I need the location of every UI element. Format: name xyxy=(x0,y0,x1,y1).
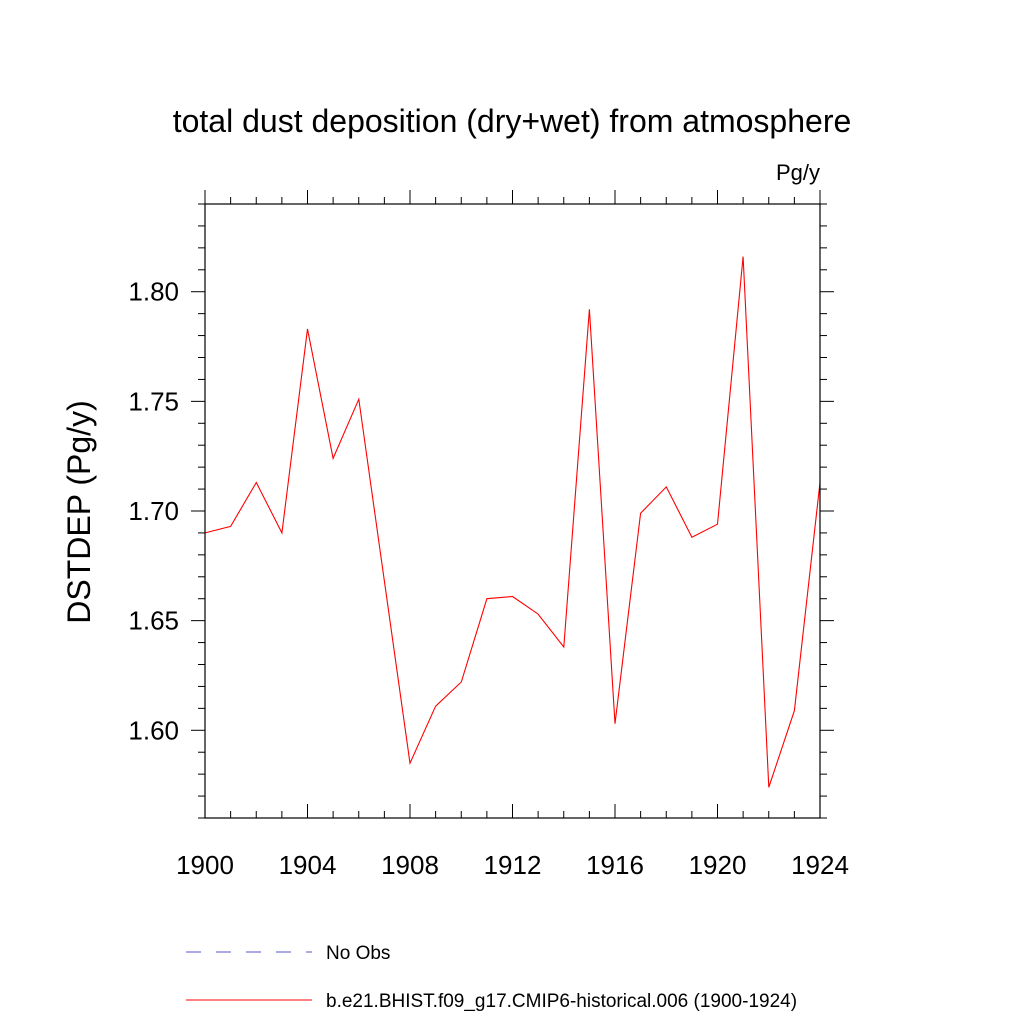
legend-label: No Obs xyxy=(326,943,390,964)
legend-label: b.e21.BHIST.f09_g17.CMIP6-historical.006… xyxy=(326,991,797,1012)
axis-ticks xyxy=(191,190,834,819)
y-tick-label: 1.70 xyxy=(128,496,179,526)
x-tick-label: 1904 xyxy=(279,850,337,880)
x-tick-label: 1920 xyxy=(689,850,747,880)
axis-tick-labels: 1900 1904 1908 1912 1916 1920 1924 1.60 1.65 1.70… xyxy=(128,277,849,880)
x-tick-label: 1900 xyxy=(176,850,234,880)
x-tick-label: 1908 xyxy=(381,850,439,880)
y-tick-label: 1.60 xyxy=(128,715,179,745)
x-tick-label: 1912 xyxy=(484,850,542,880)
y-axis-label: DSTDEP (Pg/y) xyxy=(61,400,97,623)
legend: No Obs b.e21.BHIST.f09_g17.CMIP6-historic… xyxy=(186,943,797,1012)
series-layer xyxy=(204,256,821,788)
y-tick-label: 1.65 xyxy=(128,606,179,636)
y-tick-label: 1.75 xyxy=(128,386,179,416)
x-tick-label: 1924 xyxy=(791,850,849,880)
chart-title: total dust deposition (dry+wet) from atm… xyxy=(173,103,852,139)
x-tick-label: 1916 xyxy=(586,850,644,880)
plot-frame xyxy=(204,203,821,819)
y-tick-label: 1.80 xyxy=(128,277,179,307)
units-label: Pg/y xyxy=(776,160,820,185)
series-line-0 xyxy=(204,256,821,788)
